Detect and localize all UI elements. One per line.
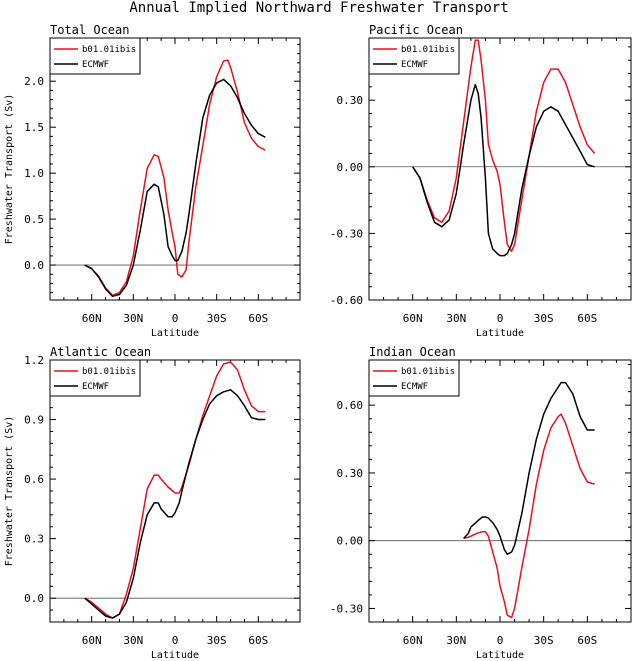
indian-ocean-y-tick-label: 0.30: [337, 467, 364, 480]
total-ocean-y-tick-label: 1.5: [24, 121, 44, 134]
indian-ocean-x-tick-label: 0: [497, 634, 504, 647]
atlantic-ocean-y-tick-label: 0.9: [24, 414, 44, 427]
atlantic-ocean-series-ecmwf: [84, 389, 266, 619]
atlantic-ocean-x-tick-label: 60S: [248, 634, 268, 647]
figure-title: Annual Implied Northward Freshwater Tran…: [129, 0, 508, 16]
atlantic-ocean-x-tick-label: 30S: [207, 634, 227, 647]
total-ocean-panel: Total Ocean 60N 30N 0 30S 60S 0.0 0.5 1.0 1.5 2.0 L…: [4, 23, 301, 339]
indian-ocean-panel: Indian Ocean 60N 30N 0 30S 60S -0.30 0.00 0.30 0.…: [330, 345, 632, 661]
total-ocean-y-axis-label: Freshwater Transport (Sv): [4, 94, 15, 245]
atlantic-ocean-title: Atlantic Ocean: [50, 345, 151, 359]
indian-ocean-x-tick-label: 60S: [577, 634, 597, 647]
total-ocean-x-tick-label: 60S: [248, 312, 268, 325]
indian-ocean-x-tick-label: 30N: [446, 634, 466, 647]
atlantic-ocean-y-axis-label: Freshwater Transport (Sv): [4, 416, 15, 567]
atlantic-ocean-legend-label: b01.01ibis: [82, 367, 136, 377]
total-ocean-x-axis-label: Latitude: [151, 328, 199, 339]
pacific-ocean-x-tick-label: 60N: [403, 312, 423, 325]
total-ocean-x-tick-label: 30N: [123, 312, 143, 325]
indian-ocean-series-ecmwf: [463, 381, 595, 555]
pacific-ocean-series-b01-01ibis: [412, 39, 596, 252]
total-ocean-x-tick-label: 60N: [82, 312, 102, 325]
pacific-ocean-x-tick-label: 0: [497, 312, 504, 325]
pacific-ocean-plot-frame: [368, 37, 632, 301]
pacific-ocean-y-tick-label: -0.60: [330, 294, 363, 307]
indian-ocean-legend: [368, 359, 460, 397]
atlantic-ocean-x-tick-label: 0: [172, 634, 179, 647]
pacific-ocean-x-tick-label: 30S: [534, 312, 554, 325]
pacific-ocean-y-tick-label: 0.30: [337, 94, 364, 107]
indian-ocean-y-tick-label: 0.60: [337, 399, 364, 412]
total-ocean-legend: [49, 37, 141, 75]
pacific-ocean-title: Pacific Ocean: [369, 23, 463, 37]
pacific-ocean-x-tick-label: 60S: [577, 312, 597, 325]
total-ocean-y-tick-label: 2.0: [24, 75, 44, 88]
pacific-ocean-y-tick-label: -0.30: [330, 227, 363, 240]
indian-ocean-x-axis-label: Latitude: [476, 650, 524, 661]
pacific-ocean-y-tick-label: 0.00: [337, 161, 364, 174]
indian-ocean-y-tick-label: 0.00: [337, 535, 364, 548]
atlantic-ocean-plot-frame: [49, 359, 301, 623]
pacific-ocean-legend: [368, 37, 460, 75]
pacific-ocean-x-tick-label: 30N: [446, 312, 466, 325]
atlantic-ocean-legend: [49, 359, 141, 397]
atlantic-ocean-series-b01-01ibis: [84, 361, 266, 619]
atlantic-ocean-y-tick-label: 0.6: [24, 473, 44, 486]
indian-ocean-legend-label: b01.01ibis: [401, 367, 455, 377]
pacific-ocean-legend-label: b01.01ibis: [401, 45, 455, 55]
indian-ocean-y-tick-label: -0.30: [330, 602, 363, 615]
total-ocean-y-tick-label: 0.5: [24, 213, 44, 226]
total-ocean-x-tick-label: 30S: [207, 312, 227, 325]
total-ocean-series-ecmwf: [84, 78, 266, 298]
indian-ocean-title: Indian Ocean: [369, 345, 456, 359]
indian-ocean-x-tick-label: 30S: [534, 634, 554, 647]
atlantic-ocean-x-axis-label: Latitude: [151, 650, 199, 661]
atlantic-ocean-legend-label: ECMWF: [82, 382, 109, 392]
indian-ocean-series-b01-01ibis: [463, 413, 595, 619]
atlantic-ocean-panel: Atlantic Ocean 60N 30N 0 30S 60S 0.0 0.3 0.6 0.9 1…: [4, 345, 301, 661]
total-ocean-title: Total Ocean: [50, 23, 129, 37]
atlantic-ocean-y-tick-label: 1.2: [24, 354, 44, 367]
pacific-ocean-legend-label: ECMWF: [401, 60, 428, 70]
pacific-ocean-series-ecmwf: [412, 83, 595, 257]
pacific-ocean-panel: Pacific Ocean 60N 30N 0 30S 60S -0.60 -0.30 0.00…: [330, 23, 632, 339]
pacific-ocean-x-axis-label: Latitude: [476, 328, 524, 339]
total-ocean-x-tick-label: 0: [172, 312, 179, 325]
total-ocean-legend-label: ECMWF: [82, 60, 109, 70]
atlantic-ocean-y-tick-label: 0.3: [24, 533, 44, 546]
atlantic-ocean-x-tick-label: 30N: [123, 634, 143, 647]
atlantic-ocean-y-tick-label: 0.0: [24, 592, 44, 605]
total-ocean-legend-label: b01.01ibis: [82, 45, 136, 55]
atlantic-ocean-x-tick-label: 60N: [82, 634, 102, 647]
indian-ocean-x-tick-label: 60N: [403, 634, 423, 647]
indian-ocean-legend-label: ECMWF: [401, 382, 428, 392]
total-ocean-y-tick-label: 0.0: [24, 259, 44, 272]
total-ocean-y-tick-label: 1.0: [24, 167, 44, 180]
